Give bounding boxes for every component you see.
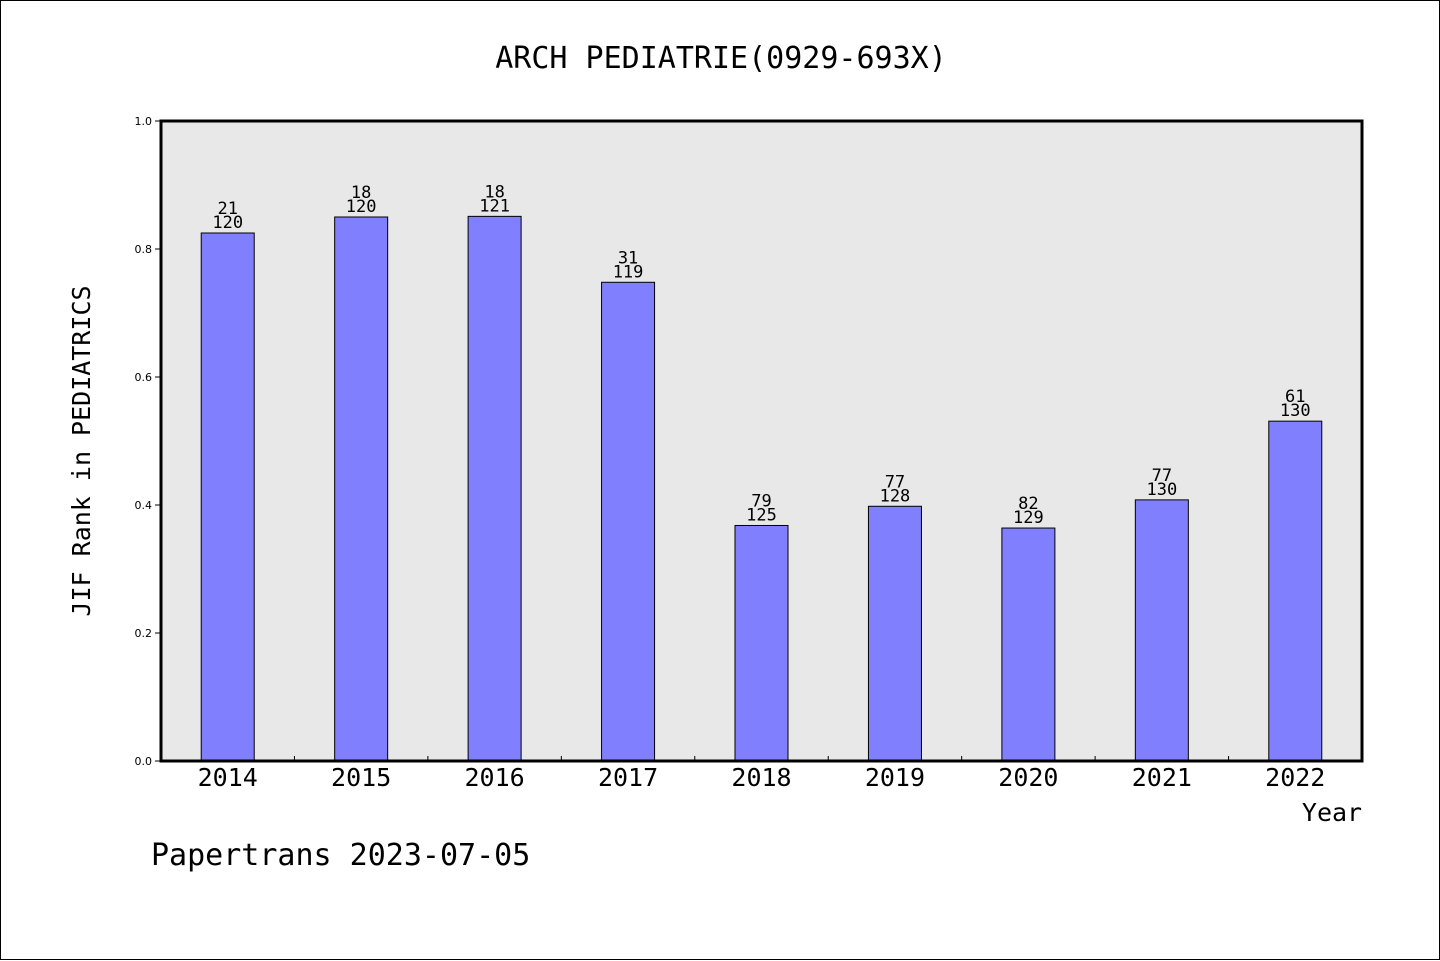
y-tick-label: 0.0 [135,755,153,768]
x-tick-label: 2014 [198,763,258,792]
chart-title: ARCH PEDIATRIE(0929-693X) [495,41,947,76]
bar-rank-label: 61 [1285,387,1305,407]
x-tick-label: 2016 [465,763,525,792]
x-tick-label: 2021 [1132,763,1192,792]
bar-rank-label: 79 [751,491,771,511]
y-tick-label: 0.8 [135,243,153,256]
x-axis-label: Year [1302,798,1362,827]
bar-total-label: 121 [479,196,510,216]
bar-2019 [867,505,922,762]
x-tick-label: 2020 [998,763,1058,792]
x-tick-label: 2019 [865,763,925,792]
bar-total-label: 128 [880,486,911,506]
y-tick-label: 0.6 [135,371,153,384]
bar-total-label: 120 [346,197,377,217]
x-tick-label: 2015 [331,763,391,792]
bar-total-label: 125 [746,505,777,525]
footer-credit: Papertrans 2023-07-05 [151,838,530,873]
x-tick-label: 2022 [1265,763,1325,792]
y-tick-label: 0.4 [135,499,153,512]
x-tick-label: 2018 [731,763,791,792]
bar-2017 [601,281,656,762]
bar-rank-label: 18 [351,183,371,203]
bar-2015 [334,216,389,762]
bar-total-label: 130 [1280,401,1311,421]
bar-total-label: 129 [1013,508,1044,528]
y-tick-label: 0.2 [135,627,153,640]
bar-total-label: 120 [212,213,243,233]
bar-2016 [467,215,522,762]
bar-total-label: 119 [613,262,644,282]
plot-border [159,119,1364,763]
bar-2021 [1134,499,1189,762]
bar-2020 [1001,527,1056,762]
y-axis: 0.0 0.2 0.4 0.6 0.8 1.0 [135,115,161,768]
bar-2014 [200,232,255,762]
bar-rank-label: 77 [1152,466,1172,486]
bar-total-label: 130 [1146,480,1177,500]
x-axis: 2014 2015 2016 2017 2018 2019 2020 2021 2022 [198,756,1325,792]
y-axis-label: JIF Rank in PEDIATRICS [67,285,96,616]
bar-2022 [1268,420,1323,762]
bar-rank-label: 31 [618,248,638,268]
bar-rank-label: 77 [885,472,905,492]
bar-rank-label: 18 [484,182,504,202]
x-tick-label: 2017 [598,763,658,792]
y-tick-label: 1.0 [135,115,153,128]
bar-rank-label: 82 [1018,494,1038,514]
bar-rank-label: 21 [217,199,237,219]
bar-2018 [734,524,789,762]
